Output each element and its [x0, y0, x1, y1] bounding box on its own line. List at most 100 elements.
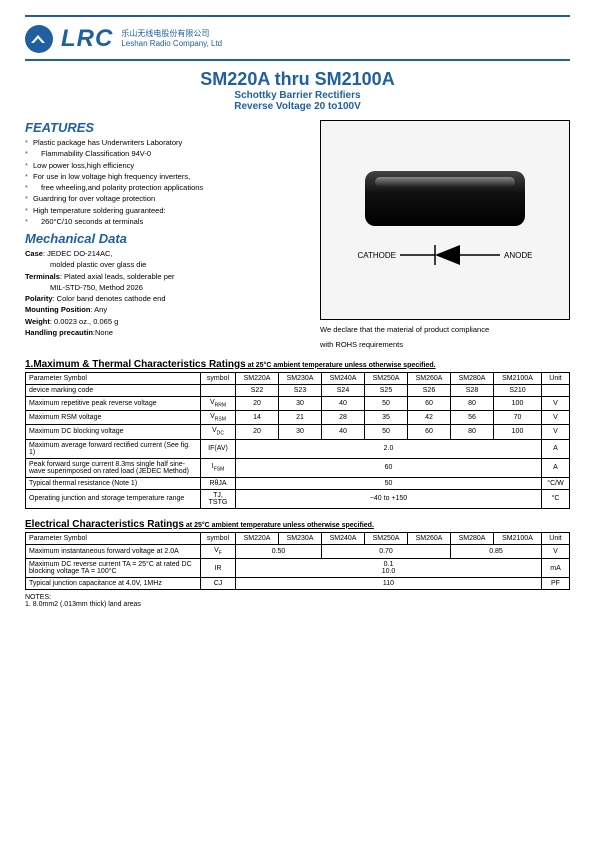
td-val: 80	[451, 396, 494, 410]
td-val: 14	[236, 410, 279, 424]
features-list: Plastic package has Underwriters Laborat…	[25, 137, 305, 227]
td-span: 50	[236, 477, 542, 489]
th-col: SM220A	[236, 372, 279, 384]
td-param: Typical junction capacitance at 4.0V, 1M…	[26, 578, 201, 590]
mnt-label: Mounting Position	[25, 305, 90, 314]
td-unit: A	[542, 458, 570, 477]
td-sym: VF	[201, 544, 236, 558]
compliance-l1: We declare that the material of product …	[320, 324, 570, 335]
td-val: 35	[365, 410, 408, 424]
table1-title: 1.Maximum & Thermal Characteristics Rati…	[25, 359, 570, 370]
td-val: 0.85	[451, 544, 542, 558]
td-param: Maximum average forward rectified curren…	[26, 439, 201, 458]
feature-item: 260°C/10 seconds at terminals	[25, 216, 305, 227]
feature-item: Plastic package has Underwriters Laborat…	[25, 137, 305, 148]
td-val: 50	[365, 396, 408, 410]
td-val: 20	[236, 396, 279, 410]
td-unit	[542, 384, 570, 396]
th-col: SM280A	[451, 532, 494, 544]
feature-item: free wheeling,and polarity protection ap…	[25, 182, 305, 193]
th-param: Parameter Symbol	[26, 372, 201, 384]
table1-title-sub: at 25°C ambient temperature unless other…	[246, 362, 436, 369]
th-col: SM260A	[408, 532, 451, 544]
td-unit: V	[542, 410, 570, 424]
th-symbol: symbol	[201, 532, 236, 544]
td-param: Maximum instantaneous forward voltage at…	[26, 544, 201, 558]
mechanical-block: Case: JEDEC DO-214AC, molded plastic ove…	[25, 248, 305, 338]
ir-val2: 10.0	[382, 568, 396, 575]
case-label: Case	[25, 249, 43, 258]
feature-item: For use in low voltage high frequency in…	[25, 171, 305, 182]
td-val: 40	[322, 425, 365, 439]
td-val: S25	[365, 384, 408, 396]
th-col: SM230A	[279, 532, 322, 544]
logo-cn: 乐山无线电股份有限公司	[121, 29, 222, 39]
notes-heading: NOTES:	[25, 594, 570, 601]
table2-title-sub: at 25°C ambient temperature unless other…	[184, 522, 374, 529]
component-render	[365, 171, 525, 226]
logo-en: Leshan Radio Company, Ltd	[121, 39, 222, 49]
td-sym: CJ	[201, 578, 236, 590]
th-param: Parameter Symbol	[26, 532, 201, 544]
term-val2: MIL-STD-750, Method 2026	[25, 282, 305, 293]
pol-val: : Color band denotes cathode end	[53, 294, 166, 303]
td-sym: IFSM	[201, 458, 236, 477]
td-sym	[201, 384, 236, 396]
td-sym: RθJA	[201, 477, 236, 489]
td-param: device marking code	[26, 384, 201, 396]
table-row: Maximum RSM voltage VRSM 14 21 28 35 42 …	[26, 410, 570, 424]
component-figure: CATHODE ANODE	[320, 120, 570, 320]
case-val2: molded plastic over glass die	[25, 259, 305, 270]
td-unit: V	[542, 425, 570, 439]
td-unit: mA	[542, 559, 570, 578]
th-col: SM220A	[236, 532, 279, 544]
td-val: 42	[408, 410, 451, 424]
th-col: SM250A	[365, 532, 408, 544]
table2-title: Electrical Characteristics Ratings at 25…	[25, 519, 570, 530]
wt-label: Weight	[25, 317, 50, 326]
td-val: S22	[236, 384, 279, 396]
td-val: 100	[494, 425, 542, 439]
td-span: 60	[236, 458, 542, 477]
td-span: −40 to +150	[236, 489, 542, 508]
td-sym: VRSM	[201, 410, 236, 424]
th-col: SM230A	[279, 372, 322, 384]
diode-symbol: CATHODE ANODE	[358, 241, 533, 269]
td-val: S24	[322, 384, 365, 396]
td-span: 2.0	[236, 439, 542, 458]
td-param: Maximum repetitive peak reverse voltage	[26, 396, 201, 410]
td-sym: TJ, TSTG	[201, 489, 236, 508]
td-val: 20	[236, 425, 279, 439]
td-span: 0.110.0	[236, 559, 542, 578]
electrical-table: Parameter Symbol symbol SM220A SM230A SM…	[25, 532, 570, 590]
notes-block: NOTES: 1. 8.0mm2 (.013mm thick) land are…	[25, 594, 570, 608]
ratings-table: Parameter Symbol symbol SM220A SM230A SM…	[25, 372, 570, 509]
td-unit: A	[542, 439, 570, 458]
td-val: 0.50	[236, 544, 322, 558]
diode-icon	[400, 241, 500, 269]
term-label: Terminals	[25, 272, 60, 281]
logo-rule	[25, 59, 570, 61]
table-row: device marking code S22 S23 S24 S25 S26 …	[26, 384, 570, 396]
td-unit: °C/W	[542, 477, 570, 489]
td-span: 110	[236, 578, 542, 590]
td-val: 80	[451, 425, 494, 439]
feature-item: Guardring for over voltage protection	[25, 193, 305, 204]
wt-val: : 0.0023 oz., 0.065 g	[50, 317, 118, 326]
th-col: SM2100A	[494, 372, 542, 384]
anode-label: ANODE	[504, 251, 532, 260]
table-row: Maximum DC reverse current TA = 25°C at …	[26, 559, 570, 578]
th-symbol: symbol	[201, 372, 236, 384]
table-row: Maximum instantaneous forward voltage at…	[26, 544, 570, 558]
td-val: 100	[494, 396, 542, 410]
table-row: Peak forward surge current 8.3ms single …	[26, 458, 570, 477]
mechanical-heading: Mechanical Data	[25, 231, 305, 246]
th-col: SM250A	[365, 372, 408, 384]
table1-title-main: 1.Maximum & Thermal Characteristics Rati…	[25, 359, 246, 370]
feature-item: Low power loss,high efficiency	[25, 160, 305, 171]
td-unit: V	[542, 544, 570, 558]
td-param: Maximum DC reverse current TA = 25°C at …	[26, 559, 201, 578]
td-unit: °C	[542, 489, 570, 508]
cathode-label: CATHODE	[358, 251, 397, 260]
td-val: 28	[322, 410, 365, 424]
